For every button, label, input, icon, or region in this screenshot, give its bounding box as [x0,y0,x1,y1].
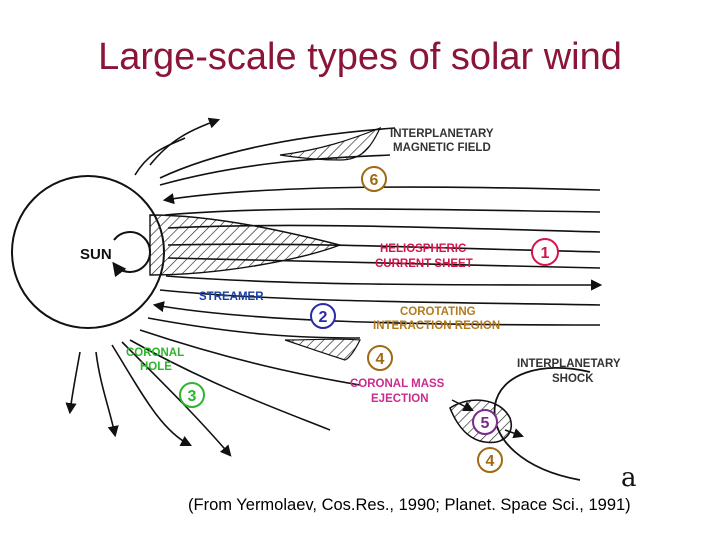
field-line [111,344,193,447]
cme-side-arrow [504,428,524,439]
field-line [159,154,391,186]
cme-label-line2: EJECTION [371,393,429,405]
marker-5: 5 [472,409,498,435]
streamer-label: STREAMER [199,291,264,303]
streamer-region [149,214,343,276]
imf-label-line1: INTERPLANETARY [390,128,494,140]
imf-sector-region [279,126,382,161]
svg-text:2: 2 [319,309,328,326]
field-line [152,301,601,326]
imf-label-line2: MAGNETIC FIELD [393,142,491,154]
field-line [65,351,81,415]
marker-6: 6 [361,166,387,192]
field-line [129,339,331,431]
field-line [139,329,361,386]
svg-text:3: 3 [188,388,197,405]
slide-title: Large-scale types of solar wind [98,36,622,78]
field-line [147,317,361,339]
hcs-label-line1: HELIOSPHERIC [380,243,466,255]
marker-1: 1 [531,238,559,266]
field-line [164,208,601,216]
marker-3: 3 [179,382,205,408]
marker-4-cir: 4 [367,345,393,371]
svg-text:4: 4 [486,453,495,470]
field-line [162,186,601,205]
svg-text:4: 4 [376,351,385,368]
field-line [159,289,601,306]
hcs-label-line2: CURRENT SHEET [375,258,473,270]
svg-text:5: 5 [481,415,490,432]
cir-label-line2: INTERACTION REGION [373,320,500,332]
cir-label-line1: COROTATING [400,306,476,318]
svg-text:6: 6 [370,172,379,189]
field-line [159,127,396,179]
coronal-hole-label-line2: HOLE [140,361,172,373]
field-line [95,351,119,438]
field-line [165,275,603,291]
cme-arrow [451,399,474,411]
coronal-hole-label-line1: CORONAL [126,347,184,359]
field-line [149,117,221,166]
cir-region [284,338,361,361]
cme-label-line1: CORONAL MASS [350,378,445,390]
corner-mark: a [621,463,637,493]
figure-caption: (From Yermolaev, Cos.Res., 1990; Planet.… [188,496,631,514]
marker-4-cme: 4 [477,447,503,473]
sun-label: SUN [80,246,112,263]
svg-text:1: 1 [541,245,550,262]
field-line [134,137,186,176]
shock-label-line1: INTERPLANETARY [517,358,621,370]
marker-2: 2 [310,303,336,329]
shock-label-line2: SHOCK [552,373,594,385]
